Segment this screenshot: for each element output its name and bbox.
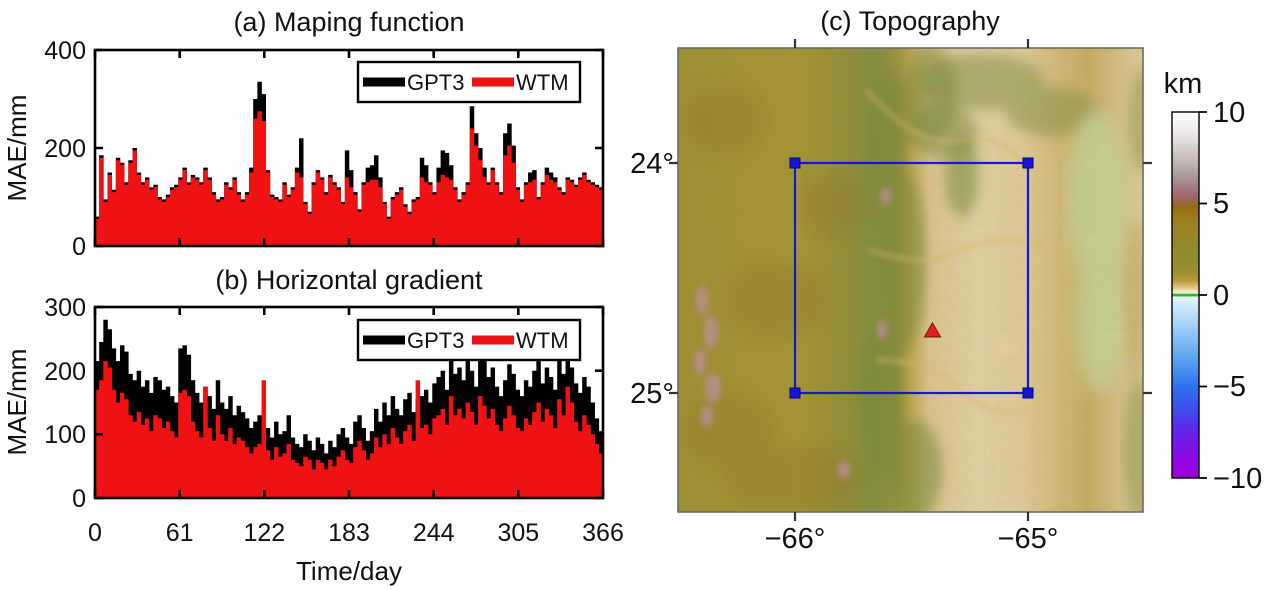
panel-b: (b) Horizontal gradient MAE/mm 300 200 1…	[2, 265, 624, 586]
terrain-grain-noise	[678, 48, 1143, 512]
panel-b-xtick-0: 0	[88, 519, 102, 547]
square-corner-marker	[789, 157, 801, 169]
panel-a-title: (a) Maping function	[233, 7, 464, 37]
colorbar-tick-0: 0	[1213, 280, 1229, 312]
lon-tick-label-66: −66°	[765, 523, 826, 555]
colorbar-tick-10: 10	[1213, 97, 1245, 129]
wtm-bars-panel-a	[95, 111, 604, 246]
map-ticks	[669, 39, 1152, 521]
square-corner-marker	[1022, 387, 1034, 399]
colorbar-tick-5: 5	[1213, 188, 1229, 220]
panel-a-ytick-0: 0	[72, 233, 86, 261]
wtm-legend-label: WTM	[516, 328, 569, 353]
panel-a-legend: GPT3 WTM	[356, 60, 582, 104]
gpt3-legend-label: GPT3	[407, 70, 464, 95]
panel-c-title: (c) Topography	[820, 6, 1000, 36]
topography-map	[678, 48, 1143, 512]
panel-b-ytick-200: 200	[44, 358, 86, 386]
square-corner-marker	[789, 387, 801, 399]
panel-a-ytick-200: 200	[44, 135, 86, 163]
panel-a-ytick-400: 400	[44, 37, 86, 65]
panel-b-xlabel: Time/day	[296, 556, 402, 586]
lat-tick-label-25: −25°	[630, 378, 674, 410]
panel-b-xtick-61: 61	[166, 519, 194, 547]
panel-a: (a) Maping function MAE/mm 400 200 0 GPT…	[2, 7, 605, 261]
colorbar-tick-neg5: −5	[1213, 371, 1246, 403]
wtm-bars-panel-b	[95, 361, 604, 498]
square-corner-marker	[1022, 157, 1034, 169]
study-area-square	[789, 157, 1034, 399]
panel-b-ytick-100: 100	[44, 421, 86, 449]
panel-b-xtick-122: 122	[243, 519, 285, 547]
map-border	[677, 47, 1144, 513]
elevation-colorbar: km 10 5 0 −5 −10	[1164, 68, 1263, 495]
lat-tick-label-24: −24°	[630, 148, 674, 180]
colorbar-title: km	[1164, 68, 1203, 100]
panel-b-legend: GPT3 WTM	[356, 318, 582, 362]
gpt3-legend-label: GPT3	[407, 328, 464, 353]
panel-a-ticks	[93, 48, 605, 248]
panel-b-xtick-244: 244	[413, 519, 455, 547]
panel-b-xtick-305: 305	[497, 519, 539, 547]
panel-b-ytick-300: 300	[44, 294, 86, 322]
colorbar-gradient	[1171, 111, 1200, 479]
square-corner-markers	[789, 157, 1034, 399]
timeseries-panels: (a) Maping function MAE/mm 400 200 0 GPT…	[2, 7, 624, 586]
colorbar-ticks	[1199, 111, 1207, 479]
panel-b-ticks	[93, 305, 605, 500]
colorbar-tick-neg10: −10	[1213, 463, 1262, 495]
panel-b-title: (b) Horizontal gradient	[215, 265, 483, 295]
panel-b-xtick-366: 366	[582, 519, 624, 547]
panel-b-ytick-0: 0	[72, 485, 86, 513]
wtm-legend-label: WTM	[516, 70, 569, 95]
lon-tick-label-65: −65°	[998, 523, 1059, 555]
topography-panel: (c) Topography	[630, 6, 1263, 555]
panel-a-ylabel: MAE/mm	[2, 95, 32, 202]
station-triangle-marker	[923, 321, 942, 338]
panel-b-xtick-183: 183	[328, 519, 370, 547]
panel-b-ylabel: MAE/mm	[2, 349, 32, 456]
terrain-texture	[678, 48, 1143, 512]
